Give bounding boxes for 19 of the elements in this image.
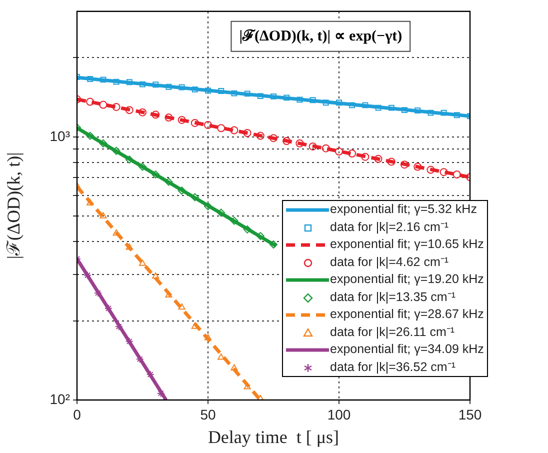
x-tick-label: 100: [327, 406, 351, 422]
x-tick-label: 150: [458, 406, 482, 422]
x-tick-label: 0: [73, 406, 82, 422]
legend-label: data for |k|=13.35 cm⁻¹: [330, 288, 456, 306]
y-axis-title: |ℱ(ΔOD)(k, t)|: [4, 152, 24, 260]
legend-label: data for |k|=36.52 cm⁻¹: [330, 358, 456, 376]
text: |ℱ(ΔOD)(k, t)| ∝ exp(−γt): [239, 28, 402, 44]
legend-label: data for |k|=4.62 cm⁻¹: [330, 254, 449, 271]
y-tick-label: 10²: [50, 390, 70, 407]
legend-label: exponential fit; γ=19.20 kHz: [330, 271, 484, 288]
legend-label: exponential fit; γ=10.65 kHz: [330, 236, 484, 253]
legend-label: exponential fit; γ=34.09 kHz: [330, 341, 484, 358]
x-axis-title: Delay time t [ μs]: [208, 426, 340, 447]
legend-label: exponential fit; γ=28.67 kHz: [330, 306, 484, 323]
legend-label: data for |k|=26.11 cm⁻¹: [330, 324, 455, 341]
legend-label: data for |k|=2.16 cm⁻¹: [330, 218, 449, 236]
y-tick-label: 10³: [50, 128, 70, 144]
x-tick-label: 50: [200, 406, 216, 422]
legend-label: exponential fit; γ=5.32 kHz: [330, 201, 477, 218]
